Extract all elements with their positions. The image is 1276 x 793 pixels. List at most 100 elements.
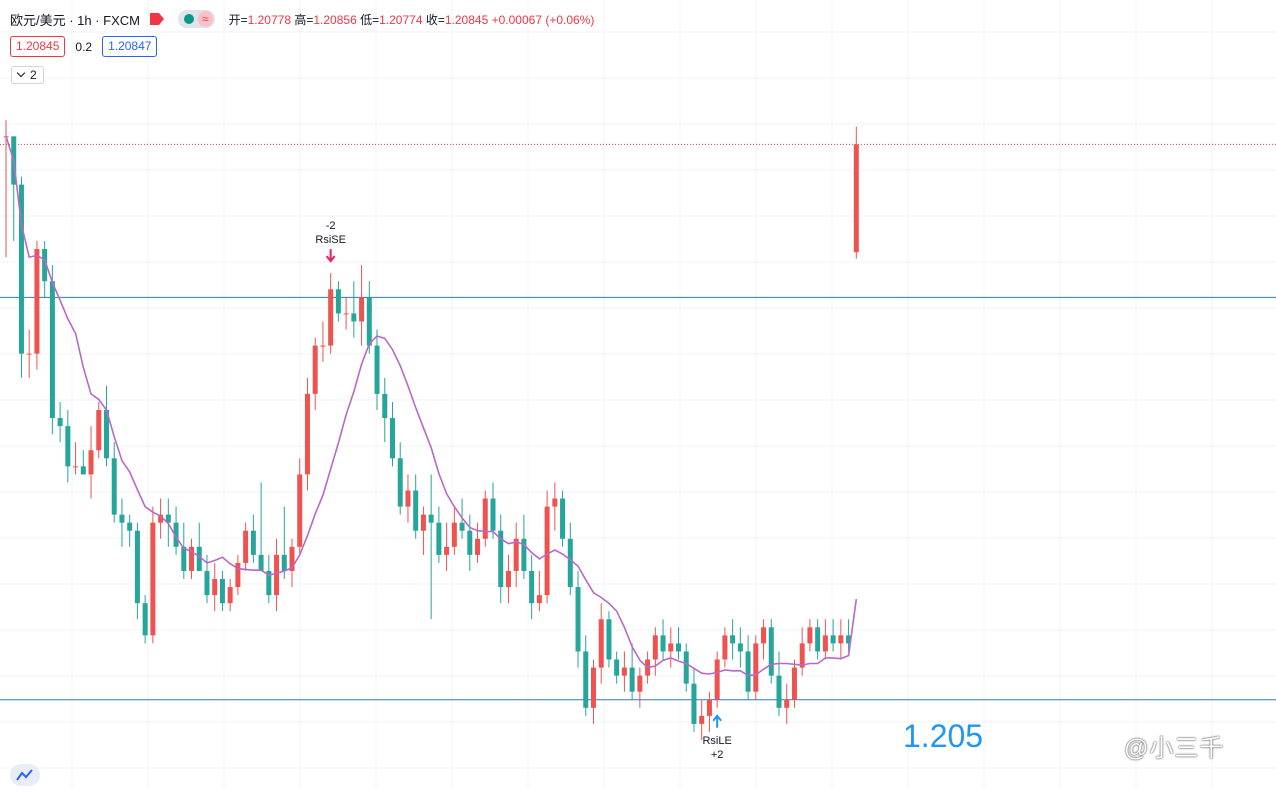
candle-body — [676, 643, 682, 652]
indicators-collapse-button[interactable]: 2 — [11, 66, 44, 84]
candle — [482, 490, 488, 547]
candle — [583, 635, 589, 716]
moving-average-line — [5, 136, 858, 677]
candle — [668, 627, 674, 668]
candle-body — [475, 538, 481, 555]
candle-body — [846, 635, 852, 644]
candle-body — [799, 643, 805, 668]
candle-body — [134, 530, 140, 604]
candle — [699, 699, 705, 740]
candle-body — [73, 466, 79, 468]
candle-body — [235, 562, 241, 588]
candle — [683, 643, 689, 692]
change-value: +0.00067 (+0.06%) — [491, 12, 595, 27]
candle — [853, 126, 859, 259]
candle-body — [88, 450, 94, 475]
candle — [57, 401, 63, 443]
candle-body — [204, 570, 210, 596]
candle-body — [652, 635, 658, 660]
candle-body — [621, 667, 627, 676]
candle — [660, 619, 666, 660]
sell-button[interactable]: 1.20845 — [10, 36, 66, 57]
candle — [637, 667, 643, 708]
candle-body — [196, 546, 202, 571]
candle — [235, 554, 241, 596]
candle — [467, 514, 473, 571]
candle-body — [590, 667, 596, 708]
candle-body — [467, 530, 473, 555]
candle — [18, 176, 24, 378]
candle — [281, 506, 287, 580]
candle-body — [560, 498, 566, 539]
candle-body — [536, 595, 542, 604]
candle — [784, 683, 790, 724]
candle-body — [791, 667, 797, 700]
candle-body — [745, 651, 751, 692]
candle — [343, 297, 349, 330]
candle-body — [266, 570, 272, 596]
high-value: 1.20856 — [313, 12, 357, 27]
candle-body — [768, 627, 774, 676]
candle — [212, 562, 218, 612]
candle-body — [312, 345, 318, 394]
spread-value: 0.2 — [75, 39, 93, 54]
tradingview-logo-icon[interactable] — [10, 764, 40, 786]
candle-body — [304, 393, 310, 475]
market-status-toggle[interactable]: ≈ — [178, 10, 215, 28]
signal-qty: -2 — [326, 220, 336, 232]
candle — [374, 329, 380, 410]
candle — [127, 514, 133, 547]
candle-body — [165, 514, 171, 523]
candle-body — [18, 184, 24, 354]
candle — [366, 281, 372, 354]
candle-body — [219, 579, 225, 604]
candle — [150, 506, 156, 644]
open-value: 1.20778 — [247, 12, 292, 27]
candle — [776, 651, 782, 716]
flag-icon[interactable] — [150, 13, 165, 25]
candle-body — [776, 675, 782, 708]
candle-body — [606, 619, 612, 660]
candle-body — [822, 635, 828, 652]
candle — [328, 273, 334, 354]
candle — [768, 619, 774, 684]
signal-label: RsiLE — [702, 735, 731, 747]
candle — [258, 482, 264, 571]
candle — [575, 570, 581, 668]
candle-body — [706, 699, 712, 716]
candle-body — [838, 635, 844, 644]
candle — [42, 240, 48, 298]
candle — [181, 522, 187, 580]
symbol-title[interactable]: 欧元/美元 · 1h · FXCM — [10, 12, 141, 28]
candle-body — [753, 643, 759, 692]
candle — [173, 506, 179, 555]
candle — [359, 265, 365, 346]
candle-body — [784, 699, 790, 708]
candle-body — [189, 546, 195, 571]
candle — [312, 337, 318, 410]
candle-body — [737, 643, 743, 652]
candle — [405, 474, 411, 523]
candle — [652, 627, 658, 676]
candle — [304, 377, 310, 491]
candle-body — [830, 635, 836, 644]
buy-button[interactable]: 1.20847 — [102, 36, 158, 57]
candle-body — [127, 522, 133, 531]
candle — [119, 498, 125, 547]
candle — [320, 321, 326, 362]
candle — [706, 691, 712, 732]
candle — [475, 522, 481, 563]
candle — [807, 619, 813, 652]
market-open-dot-icon — [184, 14, 195, 24]
candle — [73, 442, 79, 475]
candle-body — [598, 619, 604, 668]
candle-body — [567, 538, 573, 588]
candle — [822, 619, 828, 660]
candle — [536, 570, 542, 612]
candle — [846, 619, 852, 652]
candle — [413, 474, 419, 539]
candle-body — [513, 538, 519, 571]
